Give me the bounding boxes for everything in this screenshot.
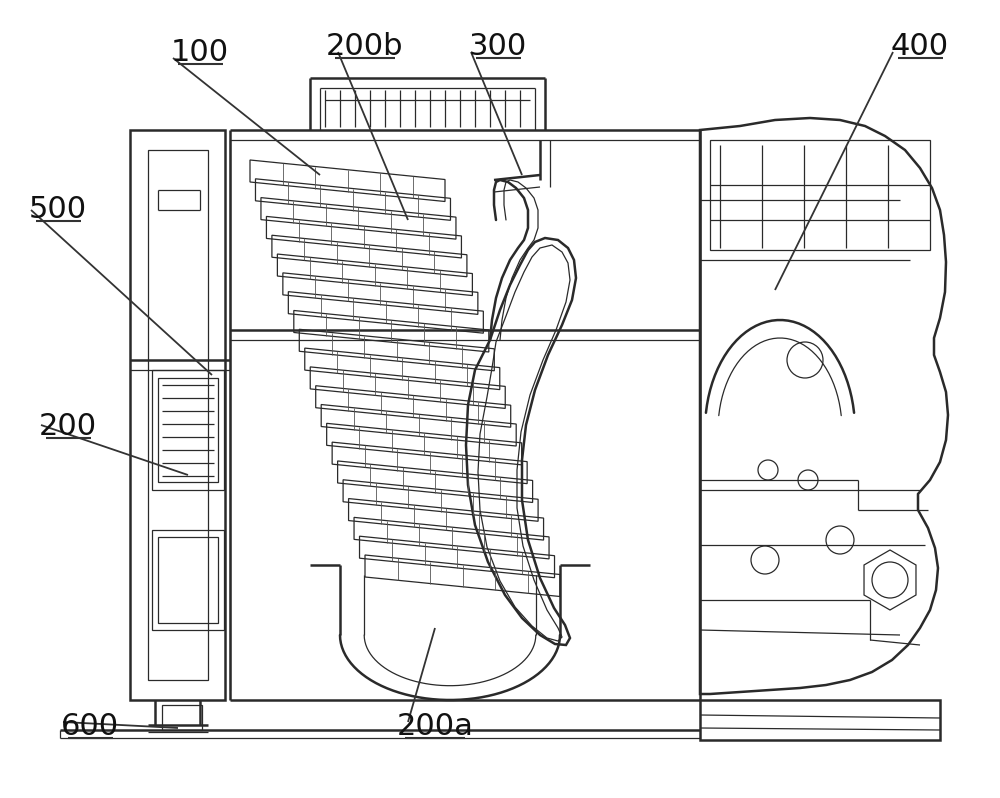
Text: 300: 300	[469, 32, 527, 61]
Bar	[158, 537, 218, 623]
Bar	[158, 378, 218, 482]
Bar	[152, 530, 224, 630]
Bar	[700, 700, 940, 740]
Text: 200a: 200a	[397, 712, 473, 741]
Text: 100: 100	[171, 38, 229, 67]
Bar	[130, 130, 225, 700]
Text: 200b: 200b	[326, 32, 404, 61]
Bar	[148, 150, 208, 680]
Text: 500: 500	[29, 195, 87, 224]
Bar	[710, 140, 930, 250]
Text: 400: 400	[891, 32, 949, 61]
Text: 200: 200	[39, 412, 97, 441]
Bar	[152, 370, 224, 490]
Bar	[162, 705, 202, 730]
Text: 600: 600	[61, 712, 119, 741]
